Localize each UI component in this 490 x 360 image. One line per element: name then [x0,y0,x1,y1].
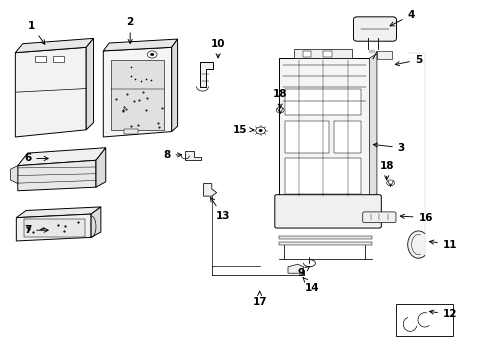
Polygon shape [288,264,304,273]
Text: 11: 11 [430,239,458,249]
Bar [285,121,329,153]
Bar [111,60,164,130]
Bar [377,51,392,59]
Polygon shape [16,214,91,241]
Polygon shape [103,39,177,51]
Text: 14: 14 [303,278,320,293]
Text: 1: 1 [28,21,45,44]
Bar [35,56,46,62]
Polygon shape [18,160,96,191]
Text: 6: 6 [24,153,48,163]
Text: 9: 9 [297,266,310,278]
Polygon shape [96,148,106,187]
Bar [279,58,369,198]
FancyBboxPatch shape [275,195,381,228]
Bar [279,236,372,239]
Polygon shape [15,39,94,53]
Text: 12: 12 [430,310,458,319]
Circle shape [259,129,263,132]
Bar [294,49,352,58]
Polygon shape [86,39,94,130]
Polygon shape [203,184,217,196]
Bar [285,89,361,116]
Polygon shape [103,47,172,137]
Text: 18: 18 [379,161,394,180]
Polygon shape [18,148,106,166]
Bar [279,242,372,244]
Text: 4: 4 [390,10,415,26]
Text: 13: 13 [211,198,230,221]
Polygon shape [200,62,213,87]
Polygon shape [172,39,177,132]
Polygon shape [185,151,201,160]
Text: 3: 3 [373,143,405,153]
Text: 2: 2 [126,17,134,44]
Polygon shape [369,54,377,198]
Polygon shape [15,47,86,137]
Bar [53,56,64,62]
Text: 8: 8 [163,150,182,160]
Text: 18: 18 [273,89,288,108]
Polygon shape [10,166,18,184]
Text: 10: 10 [211,39,225,58]
Text: 15: 15 [233,125,254,135]
Polygon shape [91,207,101,237]
Bar [285,158,361,194]
Text: 17: 17 [252,291,267,307]
FancyBboxPatch shape [353,17,396,41]
Circle shape [150,53,154,56]
Bar [396,304,453,336]
Text: 7: 7 [24,225,48,235]
FancyBboxPatch shape [363,212,396,223]
Polygon shape [16,207,101,218]
Text: 5: 5 [395,55,422,66]
Bar [334,121,361,153]
Bar [303,51,312,57]
Bar [323,51,332,57]
Bar [124,129,139,134]
Bar [24,219,85,237]
Text: 16: 16 [400,213,433,222]
